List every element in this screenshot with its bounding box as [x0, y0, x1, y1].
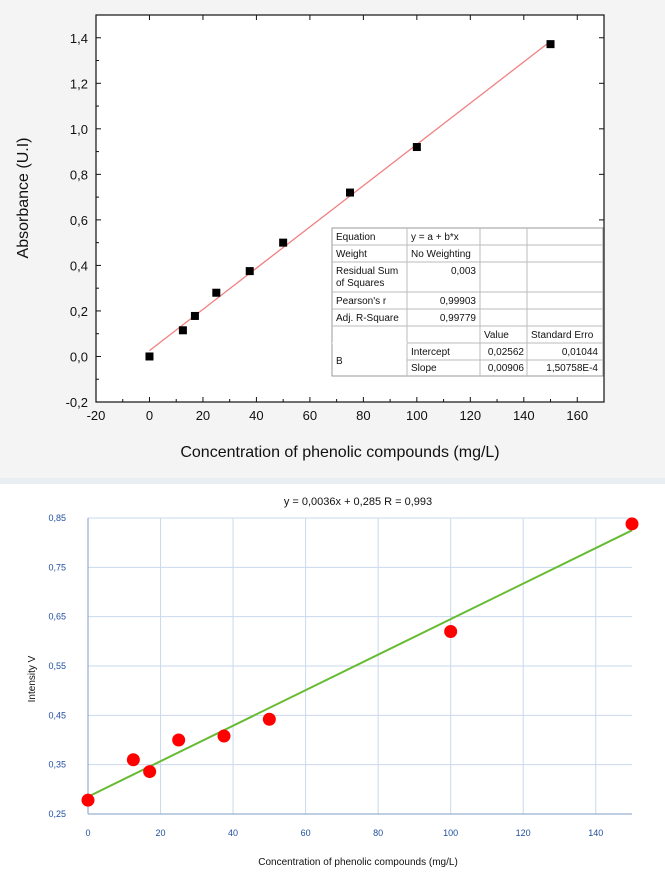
slope-error: 1,50758E-4 — [546, 363, 598, 374]
y-tick-label: 1,2 — [70, 76, 88, 91]
data-point — [178, 326, 187, 335]
x-tick-label: 40 — [249, 408, 263, 423]
y-tick-label: 0,6 — [70, 213, 88, 228]
y-tick-label: 0,85 — [48, 513, 66, 523]
y-tick-label: 1,0 — [70, 122, 88, 137]
y-tick-label: 0,75 — [48, 562, 66, 572]
x-tick-label: 140 — [588, 828, 603, 838]
plot-frame — [87, 518, 632, 815]
error-column-header: Standard Erro — [531, 330, 594, 341]
rss-label-line2: of Squares — [336, 278, 384, 289]
slope-value: 0,00906 — [488, 363, 525, 374]
parameter-group-label: B — [336, 356, 343, 367]
x-tick-label: 60 — [303, 408, 317, 423]
chart-title: y = 0,0036x + 0,285 R = 0,993 — [284, 496, 432, 508]
data-points — [145, 40, 555, 361]
data-point — [81, 793, 95, 807]
fit-line — [87, 529, 633, 798]
data-point — [245, 267, 254, 276]
pearson-value: 0,99903 — [440, 296, 477, 307]
x-tick-label: 120 — [459, 408, 481, 423]
value-column-header: Value — [484, 330, 509, 341]
x-tick-label: 80 — [373, 828, 383, 838]
intercept-label: Intercept — [411, 347, 450, 358]
weight-label: Weight — [336, 249, 367, 260]
data-point — [279, 238, 288, 247]
x-axis-label: Concentration of phenolic compounds (mg/… — [258, 857, 458, 868]
axis-ticks: 0 20 40 60 80 100 120 140 0,25 0,35 0,45 0,55 0,65 0,… — [48, 513, 603, 838]
x-tick-label: 20 — [156, 828, 166, 838]
data-points — [81, 517, 639, 807]
x-tick-label: 100 — [406, 408, 428, 423]
adj-r-square-label: Adj. R-Square — [336, 313, 399, 324]
intercept-value: 0,02562 — [488, 347, 525, 358]
x-tick-label: 40 — [228, 828, 238, 838]
x-axis-label: Concentration of phenolic compounds (mg/… — [180, 444, 499, 461]
y-axis-label: Absorbance (U.I) — [15, 138, 32, 259]
y-tick-label: 0,35 — [48, 760, 66, 770]
x-tick-label: 80 — [356, 408, 370, 423]
slope-label: Slope — [411, 363, 437, 374]
equation-value: y = a + b*x — [411, 232, 459, 243]
x-tick-label: 140 — [513, 408, 535, 423]
rss-label: Residual Sum of Squares — [336, 266, 401, 289]
grid-lines — [87, 517, 632, 815]
y-tick-label: 0,55 — [48, 661, 66, 671]
data-point — [217, 729, 231, 743]
rss-label-line1: Residual Sum — [336, 266, 398, 277]
rss-value: 0,003 — [451, 266, 476, 277]
data-point — [546, 40, 555, 49]
data-point — [126, 753, 140, 767]
intensity-chart-panel: y = 0,0036x + 0,285 R = 0,993 0 20 40 60 80 1… — [0, 484, 665, 872]
y-tick-label: 0,2 — [70, 304, 88, 319]
absorbance-calibration-chart: -20 0 20 40 60 80 100 120 140 160 -0,2 0,0 0,2 0,4 0,6… — [15, 14, 605, 461]
y-tick-label: -0,2 — [66, 395, 88, 410]
data-point — [145, 352, 154, 361]
x-tick-label: -20 — [87, 408, 106, 423]
data-point — [444, 624, 458, 638]
y-tick-label: 1,4 — [70, 31, 88, 46]
intercept-error: 0,01044 — [562, 347, 599, 358]
x-tick-label: 20 — [196, 408, 210, 423]
data-point — [143, 765, 157, 779]
x-tick-label: 120 — [516, 828, 531, 838]
data-point — [412, 143, 421, 152]
data-point — [262, 712, 276, 726]
y-tick-label: 0,8 — [70, 167, 88, 182]
y-tick-label: 0,65 — [48, 612, 66, 622]
y-axis-label: Intensity V — [27, 655, 38, 702]
weight-value: No Weighting — [411, 249, 471, 260]
data-point — [212, 288, 221, 297]
data-point — [625, 517, 639, 531]
intensity-calibration-chart: y = 0,0036x + 0,285 R = 0,993 0 20 40 60 80 1… — [27, 496, 639, 868]
axis-ticks: -20 0 20 40 60 80 100 120 140 160 -0,2 0,0 0,2 0,4 0,6… — [66, 14, 604, 423]
x-tick-label: 60 — [301, 828, 311, 838]
x-tick-label: 0 — [85, 828, 90, 838]
data-point — [346, 188, 354, 197]
y-tick-label: 0,25 — [48, 809, 66, 819]
x-tick-label: 160 — [566, 408, 588, 423]
regression-line — [87, 529, 633, 798]
y-tick-label: 0,45 — [48, 710, 66, 720]
adj-r-square-value: 0,99779 — [440, 313, 477, 324]
equation-label: Equation — [336, 232, 375, 243]
pearson-label: Pearson's r — [336, 296, 387, 307]
y-tick-label: 0,0 — [70, 349, 88, 364]
absorbance-chart-panel: -20 0 20 40 60 80 100 120 140 160 -0,2 0,0 0,2 0,4 0,6… — [0, 0, 665, 478]
y-tick-label: 0,4 — [70, 258, 88, 273]
data-point — [172, 733, 186, 747]
data-point — [190, 311, 199, 320]
fit-statistics-table: Equation y = a + b*x Weight No Weighting… — [331, 227, 604, 377]
x-tick-label: 100 — [443, 828, 458, 838]
panel-separator — [0, 478, 665, 484]
x-tick-label: 0 — [146, 408, 153, 423]
